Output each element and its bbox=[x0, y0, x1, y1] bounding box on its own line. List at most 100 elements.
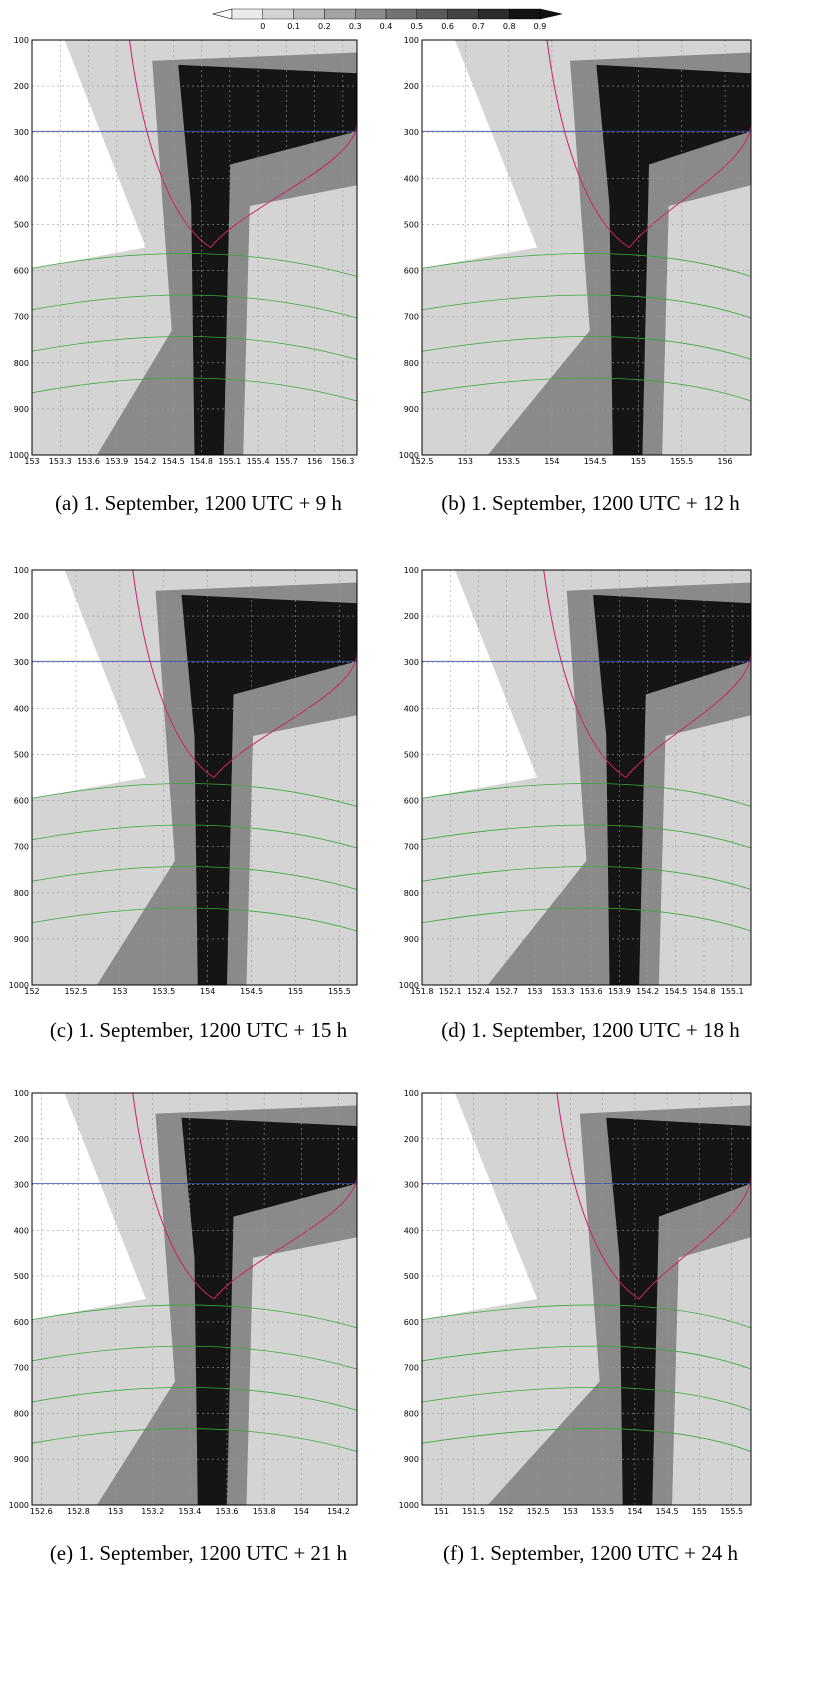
contour-green bbox=[31, 824, 358, 849]
y-tick-label: 400 bbox=[14, 174, 29, 183]
y-tick-label: 300 bbox=[14, 658, 29, 667]
y-tick-label: 800 bbox=[14, 1409, 29, 1418]
y-tick-label: 300 bbox=[404, 1181, 419, 1190]
y-tick-label: 300 bbox=[14, 1181, 29, 1190]
contour-pink bbox=[132, 569, 358, 779]
x-tick-label: 152.6 bbox=[30, 1507, 53, 1516]
contour-green bbox=[31, 336, 358, 360]
contour-green bbox=[31, 294, 358, 319]
y-tick-label: 200 bbox=[14, 82, 29, 91]
y-tick-label: 400 bbox=[404, 704, 419, 713]
contour-green bbox=[31, 1428, 358, 1452]
y-tick-label: 800 bbox=[14, 359, 29, 368]
x-tick-label: 154.5 bbox=[162, 457, 185, 466]
y-tick-label: 1000 bbox=[399, 981, 419, 990]
y-tick-label: 1000 bbox=[9, 981, 29, 990]
x-tick-label: 154.2 bbox=[327, 1507, 350, 1516]
y-tick-label: 900 bbox=[404, 1455, 419, 1464]
y-tick-label: 500 bbox=[14, 220, 29, 229]
contour-green bbox=[31, 1304, 358, 1329]
x-tick-label: 153 bbox=[458, 457, 473, 466]
y-tick-label: 500 bbox=[14, 750, 29, 759]
contour-green bbox=[31, 1345, 358, 1370]
x-tick-label: 153 bbox=[527, 987, 542, 996]
y-tick-label: 900 bbox=[404, 405, 419, 414]
y-tick-label: 400 bbox=[404, 1226, 419, 1235]
plot-frame bbox=[421, 39, 752, 456]
colorbar-label: 0.9 bbox=[534, 22, 547, 31]
y-tick-label: 100 bbox=[404, 36, 419, 45]
colorbar-label: 0.4 bbox=[380, 22, 393, 31]
panel: 152.6 152.8 153 153.2 153.4 153.6 153.8 154 154.… bbox=[9, 1089, 358, 1565]
contour-green bbox=[421, 377, 752, 402]
field-dark bbox=[606, 1117, 751, 1505]
x-tick-label: 152.5 bbox=[411, 457, 434, 466]
x-tick-label: 153.5 bbox=[591, 1507, 614, 1516]
x-tick-label: 154 bbox=[544, 457, 559, 466]
x-tick-label: 152.8 bbox=[67, 1507, 90, 1516]
colorbar-swatch bbox=[293, 8, 325, 20]
x-tick-label: 154.8 bbox=[190, 457, 213, 466]
panel: 153 153.3 153.6 153.9 154.2 154.5 154.8 155.1 15… bbox=[9, 36, 358, 515]
contour-green bbox=[421, 824, 752, 849]
contour-green bbox=[421, 1386, 752, 1411]
y-tick-label: 1000 bbox=[9, 451, 29, 460]
x-tick-label: 154 bbox=[294, 1507, 309, 1516]
y-tick-label: 800 bbox=[404, 889, 419, 898]
colorbar-label: 0.6 bbox=[441, 22, 454, 31]
y-tick-label: 900 bbox=[404, 935, 419, 944]
plot-frame bbox=[31, 1092, 358, 1506]
colorbar-label: 0 bbox=[260, 22, 265, 31]
caption: (c) 1. September, 1200 UTC + 15 h bbox=[50, 1018, 348, 1042]
contour-pink bbox=[543, 569, 752, 779]
colorbar-end bbox=[211, 8, 233, 20]
x-tick-label: 153.9 bbox=[105, 457, 128, 466]
contour-green bbox=[421, 907, 752, 932]
caption: (f) 1. September, 1200 UTC + 24 h bbox=[443, 1541, 739, 1565]
caption: (e) 1. September, 1200 UTC + 21 h bbox=[50, 1541, 348, 1565]
colorbar-swatch bbox=[416, 8, 448, 20]
y-tick-label: 900 bbox=[14, 935, 29, 944]
contour-green bbox=[421, 1428, 752, 1452]
contour-green bbox=[421, 866, 752, 890]
x-tick-label: 151.8 bbox=[411, 987, 434, 996]
x-tick-label: 151.5 bbox=[462, 1507, 485, 1516]
x-tick-label: 155.5 bbox=[670, 457, 693, 466]
panel: 151.8 152.1 152.4 152.7 153 153.3 153.6 153.9 15… bbox=[399, 566, 752, 1042]
contour-green bbox=[31, 783, 358, 807]
x-tick-label: 154 bbox=[627, 1507, 642, 1516]
contour-pink bbox=[129, 39, 358, 249]
x-tick-label: 153.5 bbox=[152, 987, 175, 996]
y-tick-label: 700 bbox=[404, 843, 419, 852]
y-tick-label: 200 bbox=[404, 612, 419, 621]
y-tick-label: 900 bbox=[14, 405, 29, 414]
colorbar-swatch bbox=[355, 8, 387, 20]
x-tick-label: 152.1 bbox=[439, 987, 462, 996]
contour-pink bbox=[546, 39, 752, 249]
colorbar-label: 0.3 bbox=[349, 22, 362, 31]
y-tick-label: 200 bbox=[404, 82, 419, 91]
x-tick-label: 153.4 bbox=[178, 1507, 201, 1516]
y-tick-label: 300 bbox=[404, 128, 419, 137]
y-tick-label: 400 bbox=[404, 174, 419, 183]
panel: 151 151.5 152 152.5 153 153.5 154 154.5 155 155.5… bbox=[399, 1089, 752, 1565]
x-tick-label: 153.3 bbox=[552, 987, 575, 996]
y-tick-label: 100 bbox=[404, 566, 419, 575]
x-tick-label: 155.1 bbox=[218, 457, 241, 466]
x-tick-label: 155 bbox=[288, 987, 303, 996]
y-tick-label: 100 bbox=[14, 1089, 29, 1098]
x-tick-label: 154.2 bbox=[636, 987, 659, 996]
x-tick-label: 153.6 bbox=[216, 1507, 239, 1516]
field-dark bbox=[596, 64, 751, 456]
y-tick-label: 800 bbox=[404, 1409, 419, 1418]
x-tick-label: 153.6 bbox=[77, 457, 100, 466]
y-tick-label: 600 bbox=[14, 1318, 29, 1327]
colorbar-end bbox=[539, 8, 563, 20]
panel: 152.5 153 153.5 154 154.5 155 155.5 156 100 200 30… bbox=[399, 36, 752, 515]
x-tick-label: 154.8 bbox=[693, 987, 716, 996]
x-tick-label: 151 bbox=[434, 1507, 449, 1516]
colorbar-label: 0.1 bbox=[287, 22, 300, 31]
x-tick-label: 155.4 bbox=[247, 457, 270, 466]
x-tick-label: 153 bbox=[563, 1507, 578, 1516]
